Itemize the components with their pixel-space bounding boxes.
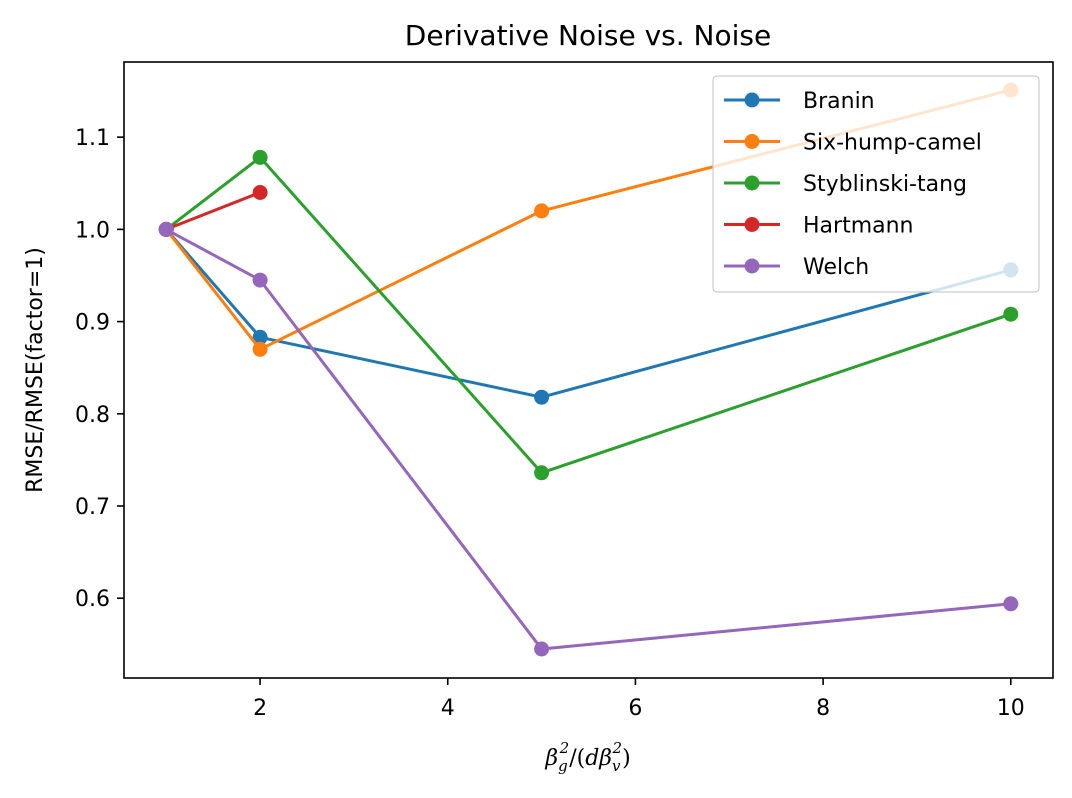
data-point-welch	[252, 272, 268, 288]
y-tick-label: 0.7	[75, 495, 110, 520]
data-point-welch	[534, 641, 550, 657]
data-point-welch	[158, 221, 174, 237]
plot-frame	[123, 61, 1054, 679]
data-point-branin	[534, 389, 550, 405]
legend: Branin Six-hump-camel Styblinski-tang Hartm…	[712, 75, 1040, 293]
series-line-branin	[164, 227, 1013, 399]
legend-label-styblinski-tang: Styblinski-tang	[803, 172, 967, 197]
series-line-hartmann	[164, 191, 262, 231]
data-point-styblinski-tang	[1003, 306, 1019, 322]
legend-label-welch: Welch	[803, 255, 869, 280]
y-tick-label: 1.1	[75, 126, 110, 151]
data-point-styblinski-tang	[534, 465, 550, 481]
x-tick-label: 4	[441, 696, 455, 721]
legend-label-branin: Branin	[803, 89, 875, 114]
y-axis: 0.6 0.7 0.8 0.9 1.0 1.1	[75, 126, 124, 612]
series-line-welch	[164, 227, 1013, 651]
x-tick-label: 2	[253, 696, 267, 721]
legend-marker-welch	[744, 258, 760, 274]
y-axis-label: RMSE/RMSE(factor=1)	[23, 247, 48, 493]
x-tick-label: 8	[816, 696, 830, 721]
data-point-six-hump-camel	[252, 341, 268, 357]
y-tick-label: 1.0	[75, 218, 110, 243]
y-tick-label: 0.6	[75, 587, 110, 612]
data-point-styblinski-tang	[252, 149, 268, 165]
legend-marker-branin	[744, 92, 760, 108]
legend-label-hartmann: Hartmann	[803, 214, 914, 239]
legend-marker-hartmann	[744, 217, 760, 232]
data-point-welch	[1003, 596, 1019, 612]
x-tick-label: 6	[628, 696, 642, 721]
x-axis: 2 4 6 8 10	[253, 678, 1025, 721]
legend-box	[712, 75, 1040, 293]
data-point-hartmann	[252, 185, 268, 200]
y-tick-label: 0.9	[75, 311, 110, 336]
chart-title: Derivative Noise vs. Noise	[405, 19, 771, 52]
series-layer	[158, 82, 1019, 657]
series-line-styblinski-tang	[164, 155, 1013, 475]
y-tick-label: 0.8	[75, 403, 110, 428]
legend-label-six-hump-camel: Six-hump-camel	[803, 131, 982, 156]
legend-marker-six-hump-camel	[744, 134, 760, 149]
data-point-six-hump-camel	[534, 203, 550, 219]
data-point-branin	[252, 329, 268, 345]
legend-marker-styblinski-tang	[744, 175, 760, 191]
x-tick-label: 10	[997, 696, 1025, 721]
